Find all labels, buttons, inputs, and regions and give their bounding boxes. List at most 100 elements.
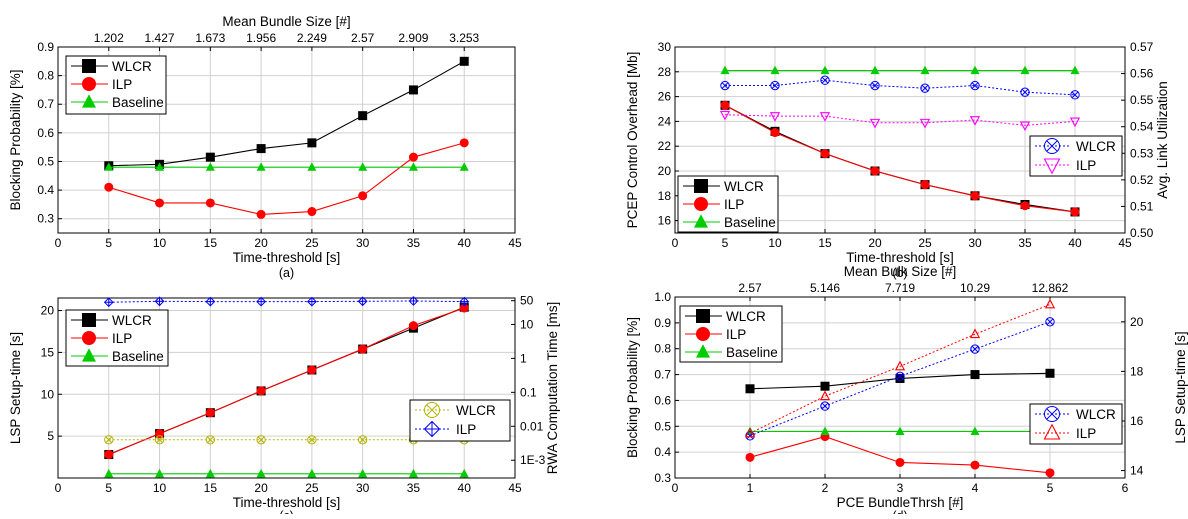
- series-ilp-right: [103, 296, 470, 308]
- data-point: [970, 370, 980, 380]
- y-tick-label: 0.9: [654, 316, 671, 330]
- top-tick-label: 10.29: [960, 281, 990, 295]
- data-point: [969, 328, 981, 339]
- legend-marker: [696, 309, 710, 323]
- series-ilp-left: [720, 100, 1080, 217]
- y-tick-label: 10: [41, 387, 55, 401]
- data-point: [870, 65, 880, 75]
- data-point: [970, 191, 980, 201]
- y-tick-label: 20: [41, 304, 55, 318]
- data-point: [970, 65, 980, 75]
- data-point: [770, 128, 780, 138]
- data-point: [256, 296, 267, 307]
- data-point: [256, 209, 266, 219]
- top-axis-label: Mean Bulk Size [#]: [844, 264, 957, 279]
- caption: (b): [892, 266, 907, 280]
- data-point: [895, 371, 905, 382]
- right-tick-label: 0.53: [1130, 146, 1154, 160]
- x-axis-label: Time-threshold [s]: [233, 250, 341, 265]
- right-axis-label: Avg. Link Utilization: [1155, 81, 1170, 199]
- y-tick-label: 1.0: [654, 290, 671, 304]
- y-tick-label: 0.7: [37, 97, 54, 111]
- data-point: [307, 138, 317, 148]
- x-tick-label: 45: [508, 481, 522, 495]
- y-tick-label: 0.6: [654, 393, 671, 407]
- chart-a: 0 5 10 15 20 25 30 35 40 45 0.3 0.4 0.5 0.6 0.7 0.8 0.9 1…: [8, 14, 522, 280]
- x-tick-label: 45: [1118, 236, 1132, 250]
- data-point: [205, 408, 215, 418]
- right-tick-label: 50: [520, 294, 534, 308]
- y-axis-label: LSP Setup-time [s]: [8, 332, 23, 444]
- top-tick-label: 2.909: [398, 31, 428, 45]
- data-point: [719, 110, 731, 121]
- data-point: [1070, 65, 1080, 75]
- x-tick-label: 40: [1068, 236, 1082, 250]
- legend-label: ILP: [1076, 426, 1096, 441]
- right-tick-label: 20: [1130, 315, 1144, 329]
- y-axis-label: Blocking Probability [%]: [8, 69, 23, 210]
- legend-label: ILP: [456, 422, 476, 437]
- legend-label: ILP: [112, 331, 132, 346]
- legend-marker: [82, 331, 96, 345]
- data-point: [720, 100, 730, 110]
- data-point: [920, 180, 930, 190]
- data-point: [155, 468, 165, 478]
- data-point: [358, 344, 368, 354]
- data-point: [307, 435, 317, 445]
- legend-marker: [82, 348, 96, 362]
- data-point: [970, 344, 980, 354]
- right-axis-label: LSP Setup-time [s]: [1173, 331, 1188, 443]
- x-axis-label: PCE BundleThrsh [#]: [837, 495, 964, 510]
- top-tick-label: 1.673: [195, 31, 225, 45]
- data-point: [1020, 87, 1030, 97]
- right-tick-label: 0.54: [1130, 120, 1154, 134]
- data-point: [408, 468, 418, 478]
- x-tick-label: 1: [747, 481, 754, 495]
- right-axis-label: RWA Computation Time [ms]: [545, 302, 560, 475]
- x-tick-label: 15: [204, 236, 218, 250]
- data-point: [408, 152, 418, 162]
- chart-c: 0 5 10 15 20 25 30 35 40 45 5 10 15 20 1E-3 0.01 0.1 1 10 5…: [8, 294, 560, 519]
- data-point: [154, 296, 165, 307]
- data-point: [970, 80, 980, 91]
- top-tick-label: 1.956: [246, 31, 276, 45]
- right-tick-label: 0.52: [1130, 173, 1154, 187]
- legend-marker: [694, 179, 708, 193]
- legend: WLCR ILP Baseline: [679, 305, 783, 363]
- x-tick-label: 20: [868, 236, 882, 250]
- x-tick-label: 35: [1018, 236, 1032, 250]
- data-point: [1020, 65, 1030, 75]
- data-point: [459, 303, 469, 313]
- data-point: [745, 384, 755, 394]
- right-tick-label: 16: [1130, 414, 1144, 428]
- legend-label: Baseline: [112, 349, 164, 364]
- data-point: [205, 198, 215, 208]
- data-point: [408, 85, 418, 95]
- x-tick-label: 10: [153, 236, 167, 250]
- data-point: [770, 65, 780, 75]
- legend: WLCR ILP Baseline: [677, 175, 779, 233]
- data-point: [307, 207, 317, 217]
- data-point: [820, 401, 830, 411]
- legend-label: ILP: [724, 197, 744, 212]
- data-point: [357, 296, 368, 307]
- data-point: [894, 360, 906, 371]
- data-point: [969, 116, 981, 126]
- y-tick-label: 0.6: [37, 126, 54, 140]
- data-point: [104, 468, 114, 478]
- caption: (a): [279, 266, 294, 280]
- data-point: [1044, 298, 1056, 309]
- legend-label: WLCR: [112, 59, 152, 74]
- data-point: [895, 373, 905, 383]
- legend-marker: [82, 94, 96, 108]
- data-point: [358, 111, 368, 121]
- data-point: [870, 80, 880, 91]
- data-point: [869, 118, 881, 129]
- x-tick-label: 0: [672, 481, 679, 495]
- legend-label: ILP: [726, 327, 746, 342]
- y-axis-label: Blocking Probability [%]: [625, 317, 640, 458]
- data-point: [920, 65, 930, 75]
- y-tick-label: 22: [658, 139, 672, 153]
